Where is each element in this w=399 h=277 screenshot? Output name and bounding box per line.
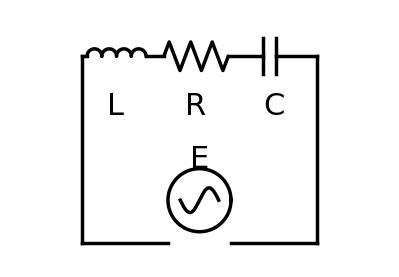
- Text: C: C: [263, 93, 284, 121]
- Text: R: R: [185, 93, 206, 121]
- Text: L: L: [107, 93, 124, 121]
- Text: E: E: [190, 145, 209, 174]
